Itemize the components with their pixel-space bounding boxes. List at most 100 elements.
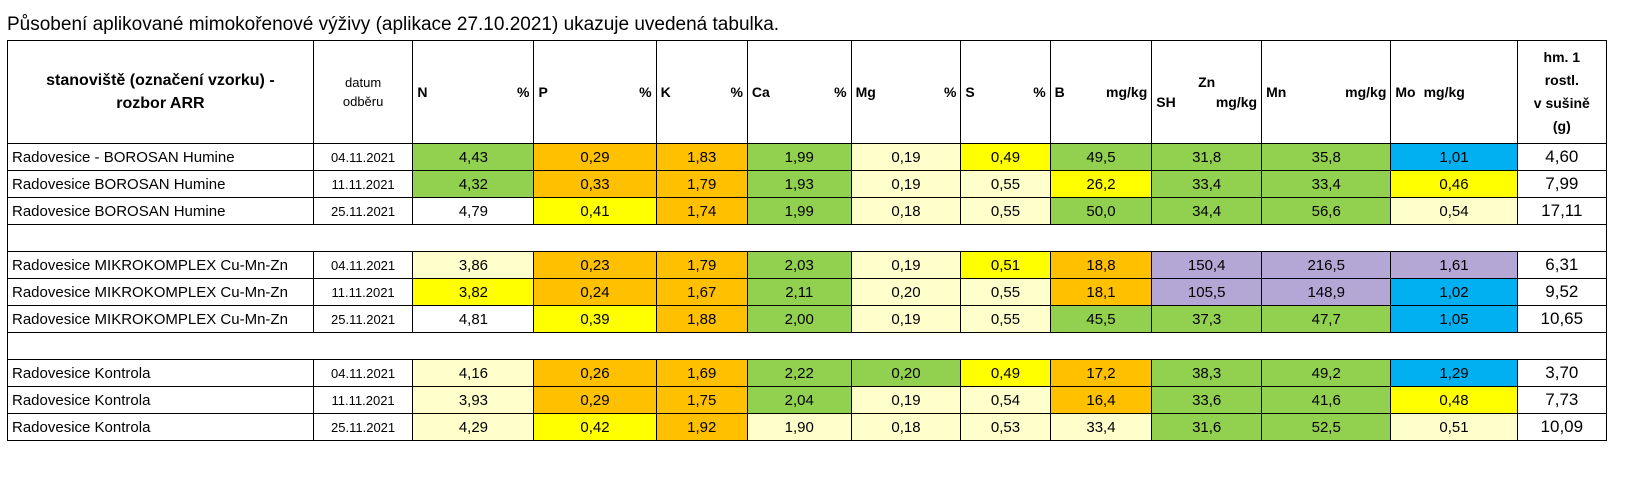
value-cell-ca: 2,04 [746, 386, 852, 414]
spacer-row [7, 224, 1607, 252]
header-k-element: K [660, 84, 671, 100]
value-cell-s: 0,51 [960, 251, 1051, 279]
value-cell-zn: 31,8 [1151, 143, 1263, 171]
value-cell-ca: 1,93 [746, 170, 852, 198]
value-cell-n: 4,79 [412, 197, 535, 225]
value-cell-p: 0,42 [533, 413, 657, 441]
value-cell-b: 33,4 [1049, 413, 1153, 441]
value-cell-mn: 52,5 [1261, 413, 1392, 441]
header-b-unit: mg/kg [1106, 84, 1148, 100]
value-cell-n: 4,81 [412, 305, 535, 333]
value-cell-k: 1,69 [655, 359, 748, 387]
date-cell: 11.11.2021 [312, 278, 414, 306]
value-cell-b: 50,0 [1049, 197, 1153, 225]
header-ca-unit: % [834, 84, 847, 100]
header-row: stanoviště (označení vzorku) - rozbor AR… [7, 40, 1608, 144]
plant-weight-cell: 10,09 [1516, 413, 1608, 441]
plant-weight-cell: 17,11 [1516, 197, 1608, 225]
value-cell-n: 3,82 [412, 278, 535, 306]
table-row: Radovesice BOROSAN Humine 11.11.2021 4,32 0… [7, 170, 1608, 198]
header-n: N% [412, 40, 535, 144]
value-cell-n: 4,29 [412, 413, 535, 441]
value-cell-mg: 0,19 [850, 386, 962, 414]
header-s-element: S [965, 84, 975, 100]
value-cell-s: 0,49 [960, 359, 1051, 387]
header-ca-element: Ca [751, 84, 770, 100]
value-cell-mn: 35,8 [1261, 143, 1392, 171]
plant-weight-cell: 7,73 [1516, 386, 1608, 414]
value-cell-mn: 49,2 [1261, 359, 1392, 387]
table-row: Radovesice MIKROKOMPLEX Cu-Mn-Zn 11.11.20… [7, 278, 1608, 306]
spacer-cell [7, 224, 1607, 252]
site-name-cell: Radovesice Kontrola [7, 386, 314, 414]
value-cell-n: 4,43 [412, 143, 535, 171]
plant-weight-cell: 6,31 [1516, 251, 1608, 279]
table-row: Radovesice Kontrola 11.11.2021 3,93 0,29 1,7… [7, 386, 1608, 414]
value-cell-mg: 0,19 [850, 251, 962, 279]
header-zn-unit: mg/kg [1215, 94, 1258, 110]
header-site-line2: rozbor ARR [116, 95, 205, 112]
table-caption: Působení aplikované mimokořenové výživy … [7, 14, 780, 35]
plant-weight-cell: 3,70 [1516, 359, 1608, 387]
value-cell-mo: 0,51 [1390, 413, 1518, 441]
header-hm-line4: (g) [1552, 118, 1571, 134]
site-name-cell: Radovesice BOROSAN Humine [7, 197, 314, 225]
value-cell-s: 0,55 [960, 197, 1051, 225]
header-p-unit: % [639, 84, 652, 100]
value-cell-mo: 1,05 [1390, 305, 1518, 333]
value-cell-mg: 0,19 [850, 170, 962, 198]
header-mo-element: Mo [1395, 84, 1416, 100]
value-cell-zn: 33,6 [1151, 386, 1263, 414]
value-cell-zn: 105,5 [1151, 278, 1263, 306]
date-cell: 25.11.2021 [312, 305, 414, 333]
date-cell: 25.11.2021 [312, 197, 414, 225]
table-row: Radovesice - BOROSAN Humine 04.11.2021 4,4… [7, 143, 1608, 171]
plant-weight-cell: 7,99 [1516, 170, 1608, 198]
value-cell-k: 1,88 [655, 305, 748, 333]
site-name-cell: Radovesice MIKROKOMPLEX Cu-Mn-Zn [7, 251, 314, 279]
header-mn-unit: mg/kg [1345, 84, 1387, 100]
date-cell: 11.11.2021 [312, 386, 414, 414]
plant-weight-cell: 9,52 [1516, 278, 1608, 306]
table-body: Radovesice - BOROSAN Humine 04.11.2021 4,4… [7, 143, 1608, 441]
value-cell-b: 18,1 [1049, 278, 1153, 306]
date-cell: 25.11.2021 [312, 413, 414, 441]
table-row: Radovesice MIKROKOMPLEX Cu-Mn-Zn 25.11.20… [7, 305, 1608, 333]
value-cell-mo: 0,46 [1390, 170, 1518, 198]
nutrient-analysis-table: stanoviště (označení vzorku) - rozbor AR… [7, 40, 1608, 441]
value-cell-s: 0,55 [960, 305, 1051, 333]
value-cell-s: 0,55 [960, 170, 1051, 198]
value-cell-k: 1,83 [655, 143, 748, 171]
table-row: Radovesice Kontrola 04.11.2021 4,16 0,26 1,6… [7, 359, 1608, 387]
value-cell-mn: 47,7 [1261, 305, 1392, 333]
value-cell-s: 0,53 [960, 413, 1051, 441]
header-p-element: P [538, 84, 548, 100]
header-hm-line2: rostl. [1544, 72, 1579, 88]
value-cell-b: 16,4 [1049, 386, 1153, 414]
value-cell-mg: 0,19 [850, 305, 962, 333]
header-mo-unit: mg/kg [1423, 84, 1465, 100]
value-cell-mo: 1,61 [1390, 251, 1518, 279]
spacer-row [7, 332, 1607, 360]
value-cell-mn: 33,4 [1261, 170, 1392, 198]
value-cell-zn: 33,4 [1151, 170, 1263, 198]
value-cell-ca: 2,22 [746, 359, 852, 387]
header-site-line1: stanoviště (označení vzorku) - [46, 72, 275, 89]
value-cell-b: 45,5 [1049, 305, 1153, 333]
value-cell-mn: 216,5 [1261, 251, 1392, 279]
value-cell-b: 49,5 [1049, 143, 1153, 171]
value-cell-ca: 1,99 [746, 143, 852, 171]
header-mn-element: Mn [1266, 84, 1287, 100]
value-cell-zn: 34,4 [1151, 197, 1263, 225]
value-cell-p: 0,23 [533, 251, 657, 279]
value-cell-mn: 56,6 [1261, 197, 1392, 225]
header-s: S% [960, 40, 1051, 144]
header-mg-unit: % [943, 84, 957, 100]
header-s-unit: % [1033, 84, 1046, 100]
header-hm-line1: hm. 1 [1543, 49, 1581, 65]
date-cell: 04.11.2021 [312, 359, 414, 387]
value-cell-ca: 1,99 [746, 197, 852, 225]
site-name-cell: Radovesice MIKROKOMPLEX Cu-Mn-Zn [7, 305, 314, 333]
value-cell-b: 18,8 [1049, 251, 1153, 279]
